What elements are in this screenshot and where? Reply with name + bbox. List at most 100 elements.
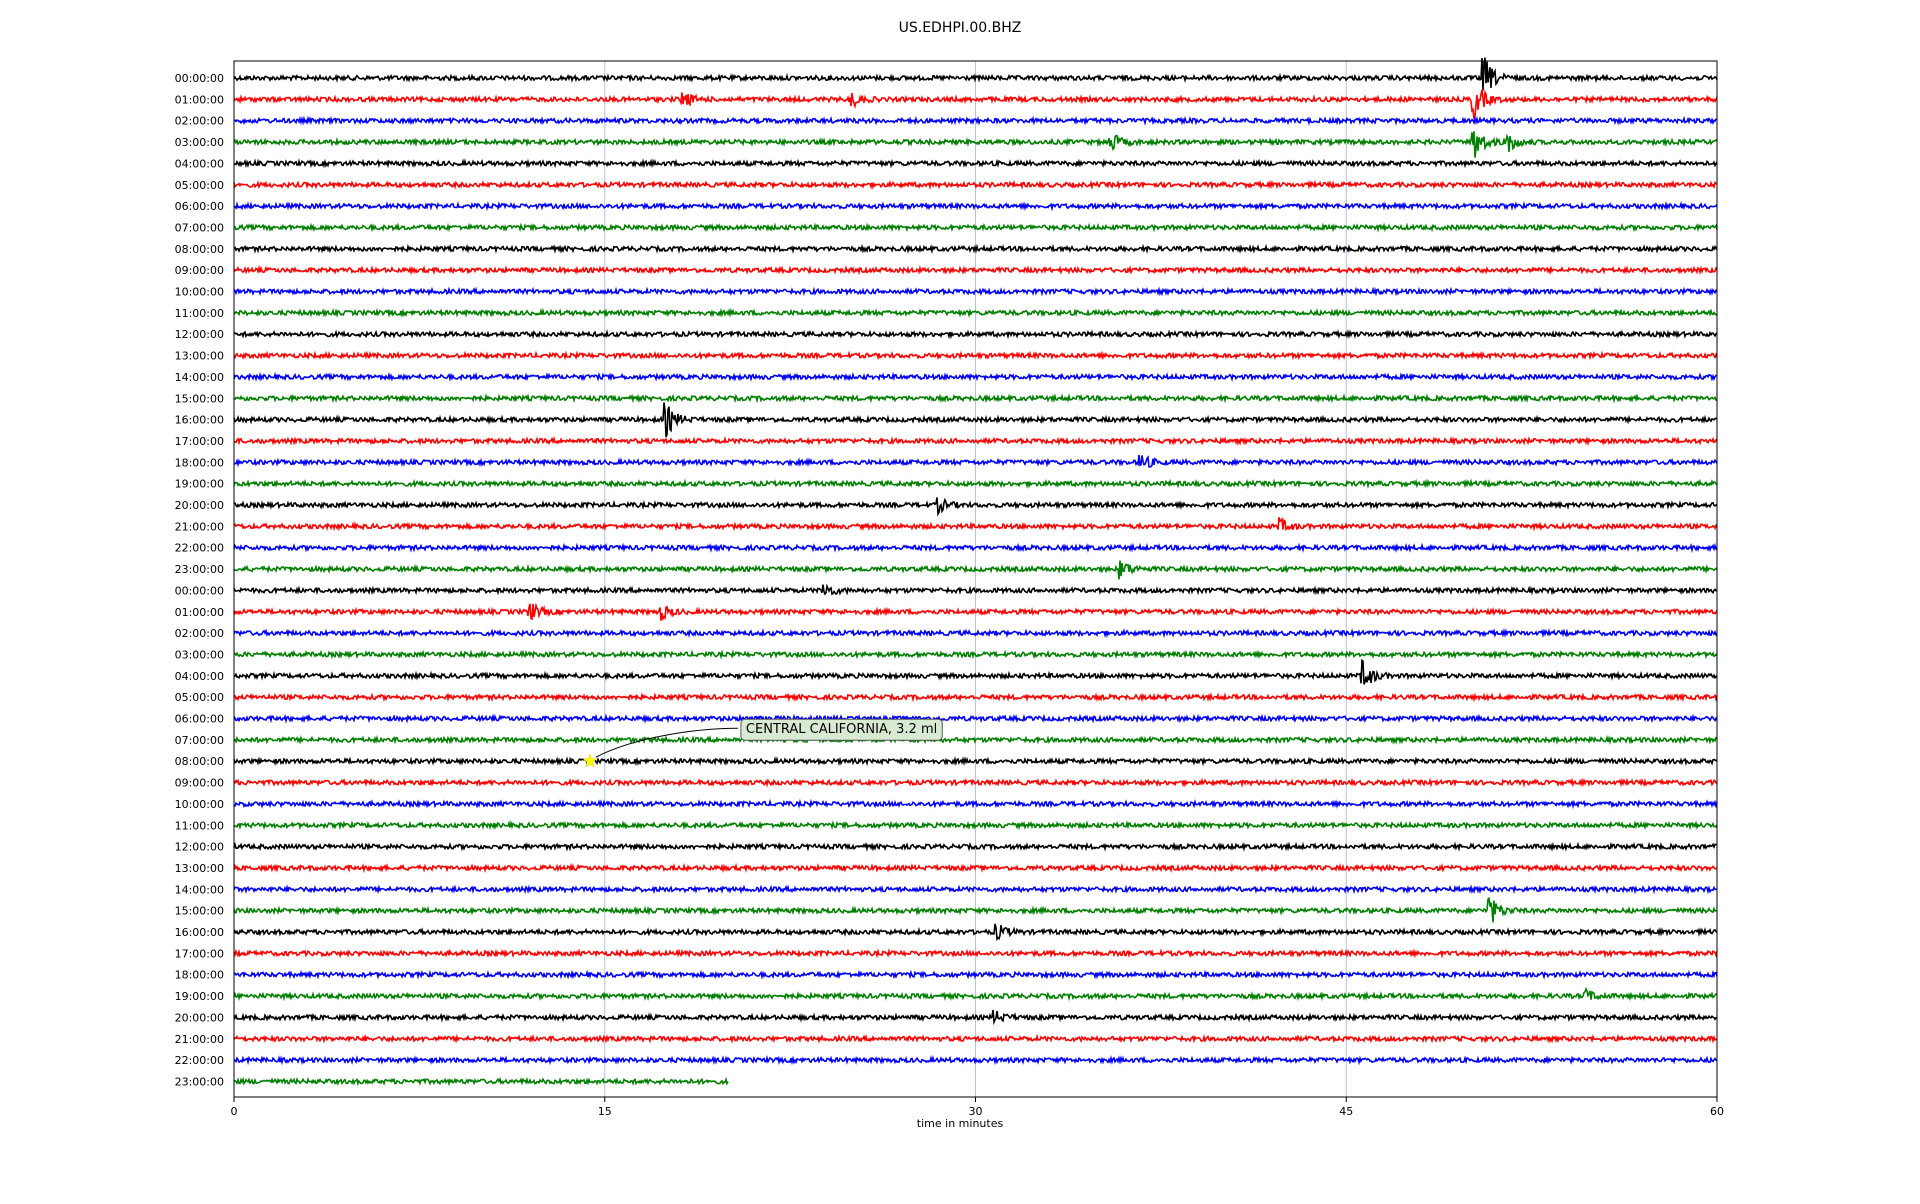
trace-line [233,734,1718,746]
row-time-label: 04:00:00 [175,157,224,170]
trace-line [233,896,1718,923]
trace-line [233,478,1718,489]
trace-line [233,658,1718,685]
row-time-label: 10:00:00 [175,286,224,299]
trace-line [233,179,1718,191]
trace-line [233,222,1718,233]
row-time-label: 01:00:00 [175,93,224,106]
trace-line [233,602,1718,622]
annotation-arrow [595,727,738,758]
row-time-label: 12:00:00 [175,328,224,341]
trace-line [233,1054,1718,1066]
trace-line [233,402,1718,438]
trace-line [233,131,1718,158]
trace-line [233,497,1718,517]
trace-line [233,948,1718,959]
trace-line [233,516,1718,532]
trace-line [233,986,1717,1002]
x-tick-label: 30 [969,1105,983,1118]
row-time-label: 10:00:00 [175,798,224,811]
annotation-box [740,718,943,741]
annotation-label: CENTRAL CALIFORNIA, 3.2 ml [740,718,943,741]
annotation-text: CENTRAL CALIFORNIA, 3.2 ml [746,722,937,737]
trace-line [234,158,1718,169]
row-time-label: 23:00:00 [175,1075,224,1088]
trace-line [233,1076,729,1087]
row-time-label: 15:00:00 [175,905,224,918]
trace-line [233,393,1718,404]
row-time-label: 08:00:00 [175,755,224,768]
row-time-label: 02:00:00 [175,115,224,128]
row-time-label: 11:00:00 [175,307,224,320]
row-time-label: 12:00:00 [175,841,224,854]
row-time-label: 14:00:00 [175,371,224,384]
row-time-label: 16:00:00 [175,414,224,427]
row-time-label: 06:00:00 [175,200,224,213]
trace-line [233,350,1718,361]
row-time-label: 17:00:00 [175,435,224,448]
trace-line [233,923,1718,942]
row-time-label: 02:00:00 [175,627,224,640]
row-time-label: 06:00:00 [175,713,224,726]
x-axis-label: time in minutes [916,1117,1004,1130]
row-time-label: 01:00:00 [175,606,224,619]
trace-line [233,115,1718,126]
trace-line [233,371,1717,383]
trace-line [233,1009,1718,1026]
trace-line [233,243,1718,255]
row-time-label: 11:00:00 [175,819,224,832]
row-time-label: 04:00:00 [175,670,224,683]
row-time-label: 18:00:00 [175,969,224,982]
trace-line [233,627,1718,639]
chart-title: US.EDHPI.00.BHZ [898,20,1022,36]
row-time-label: 23:00:00 [175,563,224,576]
trace-line [233,649,1718,660]
row-time-label: 15:00:00 [175,392,224,405]
row-time-label: 09:00:00 [175,264,224,277]
row-time-label: 03:00:00 [175,136,224,149]
trace-line [233,542,1718,554]
trace-line [233,692,1718,703]
trace-line [233,841,1718,852]
row-time-label: 19:00:00 [175,990,224,1003]
row-time-label: 07:00:00 [175,221,224,234]
row-time-label: 17:00:00 [175,947,224,960]
trace-line [233,560,1718,580]
row-time-label: 00:00:00 [175,584,224,597]
row-time-label: 21:00:00 [175,520,224,533]
row-time-label: 18:00:00 [175,456,224,469]
row-time-label: 13:00:00 [175,350,224,363]
row-time-label: 08:00:00 [175,243,224,256]
trace-line [233,713,1718,724]
row-time-label: 09:00:00 [175,777,224,790]
trace-line [233,57,1718,91]
trace-line [233,200,1718,212]
row-time-label: 07:00:00 [175,734,224,747]
trace-line [233,777,1718,788]
row-time-label: 20:00:00 [175,499,224,512]
row-time-label: 21:00:00 [175,1033,224,1046]
row-time-label: 05:00:00 [175,179,224,192]
trace-line [233,583,1718,596]
trace-line [233,264,1718,276]
trace-line [233,1033,1718,1044]
trace-line [233,454,1718,468]
row-time-label: 05:00:00 [175,691,224,704]
trace-line [233,329,1718,340]
x-tick-label: 60 [1710,1105,1724,1118]
x-tick-label: 15 [598,1105,612,1118]
x-tick-label: 45 [1339,1105,1353,1118]
row-time-label: 22:00:00 [175,1054,224,1067]
trace-line [233,89,1718,120]
x-tick-label: 0 [231,1105,238,1118]
trace-line [233,435,1718,447]
trace-line [233,969,1718,980]
trace-line [233,884,1718,895]
row-time-label: 20:00:00 [175,1011,224,1024]
row-time-label: 13:00:00 [175,862,224,875]
trace-line [233,286,1718,297]
trace-line [233,819,1718,831]
row-time-label: 14:00:00 [175,883,224,896]
